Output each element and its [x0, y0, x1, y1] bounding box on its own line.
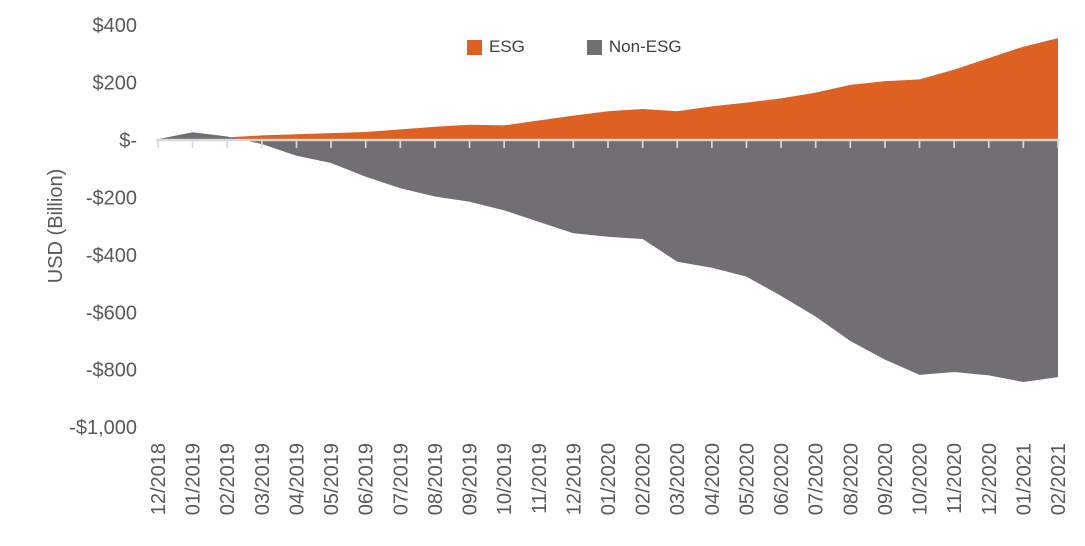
chart-legend: ESG Non-ESG — [467, 37, 682, 57]
x-axis-label: 04/2019 — [286, 443, 308, 515]
x-axis — [156, 138, 1060, 148]
esg-legend-label: ESG — [489, 37, 525, 56]
x-axis-line — [156, 138, 1060, 142]
y-axis-label: $- — [119, 130, 137, 152]
y-axis-label: -$200 — [86, 187, 137, 209]
esg-legend-swatch-icon — [467, 39, 482, 55]
x-axis-label: 05/2019 — [321, 443, 343, 515]
y-axis-label: -$800 — [86, 360, 137, 382]
x-axis-label: 04/2020 — [702, 443, 724, 515]
x-axis-label: 10/2020 — [910, 443, 932, 515]
x-axis-label: 12/2020 — [979, 443, 1001, 515]
x-axis-label: 11/2020 — [944, 443, 966, 514]
x-axis-label: 01/2021 — [1013, 443, 1035, 515]
y-axis-title: USD (Billion) — [45, 169, 67, 283]
x-axis-label: 05/2020 — [736, 443, 758, 515]
esg-area — [158, 38, 1058, 140]
x-axis-label: 08/2019 — [425, 443, 447, 515]
x-axis-label: 02/2019 — [217, 443, 239, 515]
y-axis-label: -$400 — [86, 245, 137, 267]
x-axis-label: 07/2020 — [806, 443, 828, 515]
non-esg-area — [158, 132, 1058, 383]
x-axis-label: 09/2020 — [875, 443, 897, 515]
x-axis-label: 09/2019 — [460, 443, 482, 515]
non-esg-legend-label: Non-ESG — [608, 37, 682, 56]
legend-item-esg: ESG — [467, 37, 525, 57]
x-axis-label: 03/2019 — [252, 443, 274, 515]
x-axis-label: 02/2020 — [633, 443, 655, 515]
x-axis-label: 06/2019 — [356, 443, 378, 515]
chart-areas — [158, 38, 1058, 383]
x-axis-label: 08/2020 — [840, 443, 862, 515]
x-axis-label: 02/2021 — [1048, 443, 1070, 515]
x-axis-label: 01/2019 — [183, 443, 205, 515]
x-axis-label: 07/2019 — [390, 443, 412, 515]
y-axis-labels: $400 $200 $- -$200 -$400 -$600 -$800 -$1,000 — [69, 15, 137, 439]
x-axis-labels: 12/2018 01/2019 02/2019 03/2019 04/2019 05/20… — [148, 443, 1070, 515]
x-axis-label: 12/2018 — [148, 443, 170, 515]
y-axis-label: $200 — [93, 73, 138, 95]
x-axis-label: 11/2019 — [529, 443, 551, 514]
x-axis-label: 03/2020 — [667, 443, 689, 515]
y-axis-label: -$600 — [86, 302, 137, 324]
x-axis-label: 10/2019 — [494, 443, 516, 515]
y-axis-label: $400 — [93, 15, 138, 37]
legend-item-non-esg: Non-ESG — [586, 37, 682, 57]
non-esg-legend-swatch-icon — [586, 39, 602, 55]
x-axis-label: 12/2019 — [563, 443, 585, 515]
y-axis-label: -$1,000 — [69, 417, 137, 439]
x-axis-label: 01/2020 — [598, 443, 620, 515]
x-axis-label: 06/2020 — [771, 443, 793, 515]
